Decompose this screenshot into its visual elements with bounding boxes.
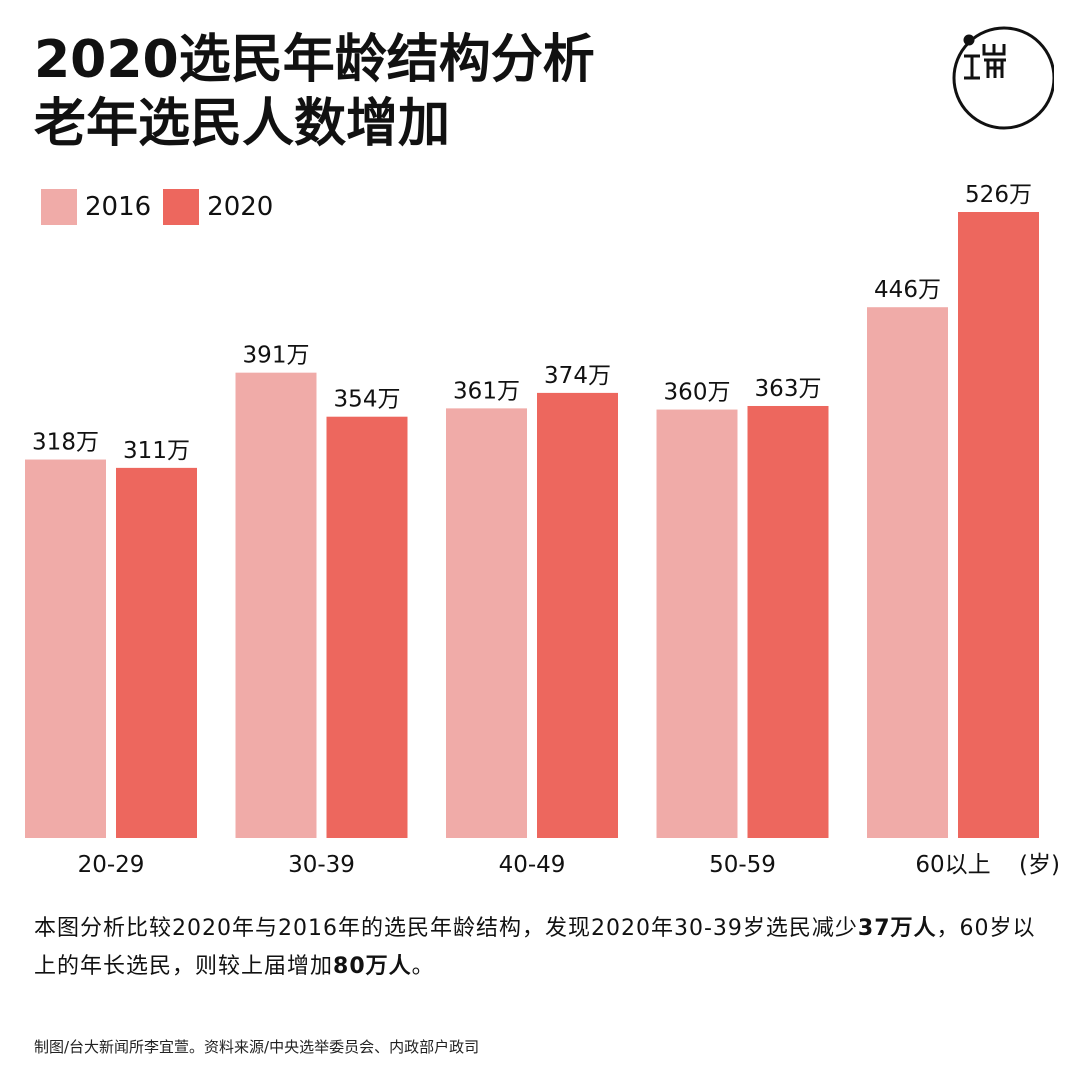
x-tick-label: 40-49	[499, 852, 566, 878]
x-axis-unit-label: (岁)	[1019, 852, 1060, 878]
caption: 本图分析比较2020年与2016年的选民年龄结构，发现2020年30-39岁选民…	[34, 910, 1044, 986]
caption-text-1: 本图分析比较2020年与2016年的选民年龄结构，发现2020年30-39岁选民…	[34, 916, 858, 941]
x-tick-label: 30-39	[288, 852, 355, 878]
bar-2016-60以上	[867, 307, 948, 839]
caption-highlight-2: 80万人	[333, 954, 412, 979]
data-label-2016-20-29: 318万	[32, 430, 99, 456]
initium-logo-icon	[952, 26, 1054, 130]
bar-2016-20-29	[25, 459, 106, 838]
bar-2020-60以上	[958, 212, 1039, 838]
data-label-2020-60以上: 526万	[965, 182, 1032, 208]
x-tick-label: 60以上	[915, 852, 990, 878]
caption-text-3: 。	[411, 954, 435, 979]
caption-highlight-1: 37万人	[857, 916, 937, 941]
data-label-2016-30-39: 391万	[243, 343, 310, 369]
x-tick-label: 50-59	[709, 852, 776, 878]
title-line-1: 2020选民年龄结构分析	[34, 30, 595, 90]
bar-2016-40-49	[446, 408, 527, 838]
legend: 2016 2020	[41, 188, 285, 226]
data-label-2020-30-39: 354万	[334, 387, 401, 413]
title-line-2: 老年选民人数增加	[34, 94, 451, 154]
bar-chart: 318万 311万 20-29 391万 354万 30-39 361万 374万 40-49 3…	[25, 182, 1060, 878]
data-label-2016-60以上: 446万	[874, 277, 941, 303]
bar-2016-30-39	[235, 372, 317, 838]
caption-text-2: ，60岁以上的年长选民，则较上届增加	[34, 916, 1036, 979]
legend-label-2016: 2016	[85, 192, 152, 222]
bar-2016-50-59	[656, 409, 738, 838]
bar-2020-40-49	[537, 392, 618, 838]
data-label-2016-40-49: 361万	[453, 378, 520, 404]
source-note: 制图/台大新闻所李宜萱。资料来源/中央选举委员会、内政部户政司	[34, 1038, 480, 1056]
data-label-2020-20-29: 311万	[123, 438, 190, 464]
bar-2020-20-29	[116, 467, 197, 838]
data-label-2016-50-59: 360万	[664, 380, 731, 406]
chart-title: 2020选民年龄结构分析 老年选民人数增加	[34, 28, 595, 156]
x-tick-label: 20-29	[78, 852, 145, 878]
legend-label-2020: 2020	[207, 192, 274, 222]
legend-swatch-2016	[41, 189, 77, 225]
bar-2020-50-59	[747, 405, 829, 838]
legend-item-2020: 2020	[163, 189, 273, 225]
data-label-2020-50-59: 363万	[755, 376, 822, 402]
data-label-2020-40-49: 374万	[544, 363, 611, 389]
legend-item-2016: 2016	[41, 189, 151, 225]
legend-swatch-2020	[163, 189, 200, 225]
bar-2020-30-39	[326, 416, 408, 838]
